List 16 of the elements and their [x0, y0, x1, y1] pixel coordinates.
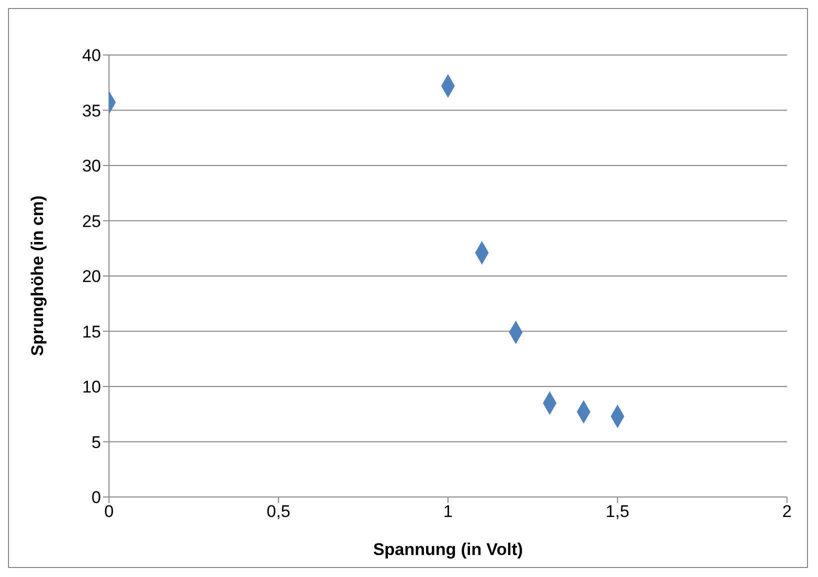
- y-tick-label: 20: [82, 267, 101, 286]
- y-tick-label: 35: [82, 101, 101, 120]
- x-tick-label: 1,5: [606, 502, 630, 522]
- y-tick-label: 25: [82, 212, 101, 231]
- y-tick-label: 40: [82, 46, 101, 66]
- x-tick-label: 0: [104, 502, 114, 522]
- x-tick-label: 0,5: [266, 502, 290, 522]
- y-tick-label: 15: [82, 322, 101, 342]
- x-axis-title: Spannung (in Volt): [373, 540, 523, 559]
- y-tick-label: 5: [92, 432, 101, 452]
- x-tick-label: 2: [782, 502, 792, 522]
- y-tick-label: 10: [82, 378, 101, 397]
- y-tick-label: 0: [92, 488, 101, 508]
- y-axis-title: Sprunghöhe (in cm): [28, 195, 48, 356]
- x-tick-label: 1: [443, 502, 453, 522]
- y-tick-label: 30: [82, 156, 101, 176]
